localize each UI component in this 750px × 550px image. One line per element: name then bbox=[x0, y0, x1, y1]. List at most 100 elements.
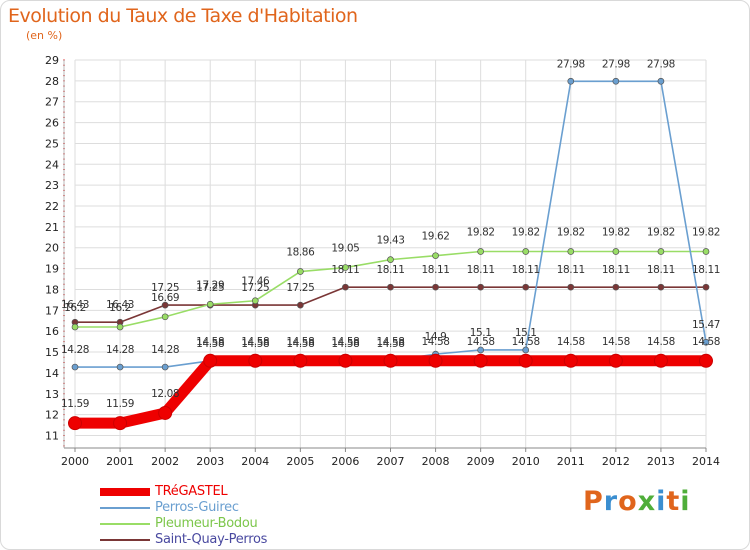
x-tick-label: 2008 bbox=[422, 455, 450, 468]
data-point bbox=[248, 353, 263, 368]
y-tick-label: 29 bbox=[45, 54, 59, 67]
data-label: 19.62 bbox=[422, 231, 450, 243]
data-label: 14.28 bbox=[61, 344, 89, 356]
data-point bbox=[113, 416, 128, 431]
data-point bbox=[563, 353, 578, 368]
data-point bbox=[383, 353, 398, 368]
data-point bbox=[522, 283, 530, 291]
y-tick-label: 25 bbox=[45, 137, 59, 150]
x-tick-label: 2011 bbox=[557, 455, 585, 468]
data-label: 18.11 bbox=[557, 264, 585, 276]
data-point bbox=[477, 283, 484, 291]
data-label: 16.2 bbox=[109, 302, 131, 314]
y-tick-label: 21 bbox=[45, 221, 59, 234]
data-point bbox=[699, 353, 713, 368]
legend-swatch bbox=[100, 539, 150, 541]
data-label: 27.98 bbox=[557, 58, 585, 70]
data-label: 19.82 bbox=[647, 226, 675, 238]
data-label: 19.82 bbox=[602, 226, 630, 238]
data-point bbox=[518, 353, 533, 368]
data-label: 19.05 bbox=[331, 243, 359, 255]
data-point bbox=[387, 256, 394, 263]
legend-label: Saint-Quay-Perros bbox=[155, 532, 268, 547]
data-point bbox=[657, 77, 665, 85]
data-point bbox=[338, 353, 353, 368]
data-label: 18.11 bbox=[692, 264, 720, 276]
data-point bbox=[522, 346, 530, 354]
data-point bbox=[342, 283, 349, 291]
x-tick-label: 2013 bbox=[647, 455, 675, 468]
data-label: 16.43 bbox=[61, 299, 89, 311]
data-label: 17.46 bbox=[241, 276, 270, 288]
y-tick-label: 11 bbox=[45, 429, 59, 442]
data-point bbox=[657, 248, 665, 255]
x-tick-label: 2014 bbox=[692, 455, 720, 468]
data-label: 18.11 bbox=[331, 264, 359, 276]
logo-letter: r bbox=[603, 486, 619, 517]
data-label: 18.11 bbox=[647, 264, 675, 276]
data-label: 14.58 bbox=[331, 338, 359, 350]
x-tick-label: 2003 bbox=[196, 455, 224, 468]
data-point bbox=[567, 77, 575, 85]
logo-letter: P bbox=[583, 486, 604, 517]
legend-label: TRéGASTEL bbox=[155, 484, 228, 499]
data-point bbox=[612, 248, 620, 255]
data-point bbox=[71, 323, 79, 331]
y-tick-label: 27 bbox=[45, 96, 59, 109]
data-point bbox=[702, 283, 710, 291]
chart-title: Evolution du Taux de Taxe d'Habitation bbox=[8, 5, 358, 27]
data-label: 19.43 bbox=[376, 235, 404, 247]
data-point bbox=[567, 283, 575, 291]
data-label: 16.2 bbox=[64, 302, 86, 314]
y-tick-label: 22 bbox=[45, 200, 59, 213]
data-label: 14.58 bbox=[692, 336, 720, 348]
y-tick-label: 13 bbox=[45, 388, 59, 401]
data-label: 14.58 bbox=[647, 336, 675, 348]
y-tick-label: 26 bbox=[45, 117, 59, 130]
data-label: 14.58 bbox=[286, 338, 314, 350]
y-tick-label: 24 bbox=[45, 158, 59, 171]
x-tick-label: 2004 bbox=[241, 455, 269, 468]
data-label: 14.58 bbox=[376, 336, 404, 348]
data-point bbox=[161, 301, 169, 309]
logo-letter: t bbox=[666, 486, 681, 517]
data-labels: 14.28 14.28 14.28 14.58 14.58 14.58 14.58 14.58… bbox=[61, 58, 720, 410]
logo-letter: o bbox=[618, 486, 638, 517]
y-tick-label: 28 bbox=[45, 75, 59, 88]
data-label: 27.98 bbox=[647, 58, 675, 70]
data-label: 14.58 bbox=[376, 338, 404, 350]
data-point bbox=[116, 363, 124, 371]
data-label: 15.1 bbox=[470, 327, 492, 339]
data-label: 27.98 bbox=[602, 58, 630, 70]
logo-letter: x bbox=[637, 486, 657, 517]
data-label: 14.58 bbox=[467, 336, 495, 348]
y-tick-label: 17 bbox=[45, 304, 59, 317]
data-label: 14.9 bbox=[425, 331, 447, 343]
data-label: 17.25 bbox=[286, 282, 314, 294]
data-point bbox=[608, 353, 623, 368]
legend-label: Perros-Guirec bbox=[155, 500, 239, 515]
data-label: 14.58 bbox=[422, 336, 450, 348]
x-tick-label: 2009 bbox=[467, 455, 495, 468]
data-point bbox=[161, 363, 169, 371]
x-tick-label: 2012 bbox=[602, 455, 630, 468]
data-label: 18.11 bbox=[467, 264, 495, 276]
data-label: 16.43 bbox=[106, 299, 134, 311]
legend-swatch bbox=[100, 488, 150, 496]
data-label: 15.1 bbox=[515, 327, 537, 339]
data-label: 19.82 bbox=[512, 226, 540, 238]
data-point bbox=[702, 338, 710, 346]
chart-subtitle: (en %) bbox=[26, 29, 63, 42]
proxiti-logo: Proxiti bbox=[583, 486, 691, 517]
data-point bbox=[342, 264, 349, 271]
data-point bbox=[297, 268, 304, 275]
data-point bbox=[387, 283, 394, 291]
data-point bbox=[477, 346, 484, 354]
data-label: 14.58 bbox=[331, 336, 359, 348]
data-point bbox=[432, 252, 439, 260]
x-tick-label: 2010 bbox=[512, 455, 540, 468]
data-point bbox=[522, 248, 530, 255]
data-label: 14.58 bbox=[241, 338, 269, 350]
data-point bbox=[116, 323, 124, 331]
